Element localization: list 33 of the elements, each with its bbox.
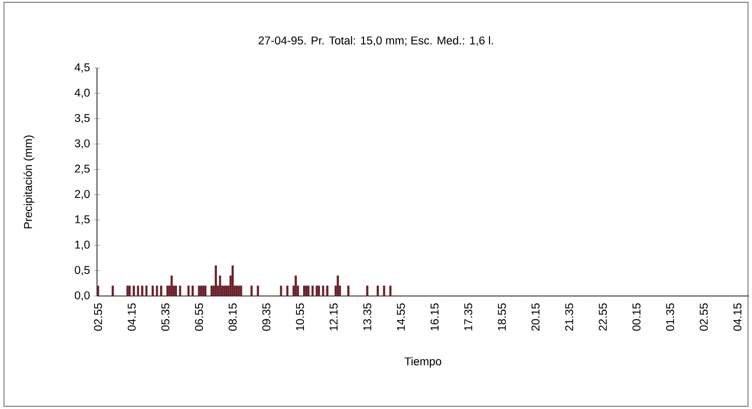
x-tick-label: 14.55 [396, 303, 405, 330]
y-tick-label: 1,5 [75, 215, 90, 225]
x-tick-label: 21.35 [565, 303, 574, 331]
x-tick-label: 00.15 [632, 303, 640, 331]
y-tick-label: 3,5 [74, 114, 90, 124]
x-tick-label: 01.35 [666, 303, 674, 331]
x-axis-title: Tiempo [404, 357, 442, 368]
x-tick-label: 18.55 [498, 303, 506, 330]
y-tick-label: 4,5 [74, 63, 90, 73]
x-tick-label: 04.15 [733, 303, 742, 331]
x-tick-label: 09.35 [262, 303, 270, 331]
x-tick-label: 02.55 [94, 303, 102, 331]
x-tick-label: 05.35 [161, 303, 170, 331]
y-tick-label: 0,0 [74, 291, 90, 301]
x-tick-label: 20.15 [532, 303, 540, 331]
x-tick-label: 17.35 [464, 303, 472, 330]
y-tick-label: 1,0 [75, 240, 90, 250]
y-tick-label: 0,5 [74, 266, 90, 276]
x-tick-label: 04.15 [128, 303, 136, 331]
y-tick-label: 4,0 [74, 88, 90, 98]
y-tick-label: 2,0 [74, 190, 90, 200]
x-tick-label: 06.55 [195, 303, 204, 331]
x-tick-label: 02.55 [700, 303, 708, 331]
y-axis-title: Precipitación (mm) [24, 135, 34, 228]
x-tick-label: 08.15 [228, 303, 237, 331]
x-tick-label: 16.15 [430, 303, 439, 330]
x-tick-label: 12.15 [330, 303, 338, 330]
x-tick-label: 22.55 [598, 303, 607, 331]
y-tick-label: 3,0 [74, 139, 90, 149]
x-tick-label: 13.35 [363, 303, 372, 330]
chart-title: 27-04-95. Pr. Total: 15,0 mm; Esc. Med.: 1,6 l. [258, 36, 493, 46]
x-tick-label: 10.55 [296, 303, 304, 330]
y-tick-label: 2,5 [74, 164, 90, 174]
